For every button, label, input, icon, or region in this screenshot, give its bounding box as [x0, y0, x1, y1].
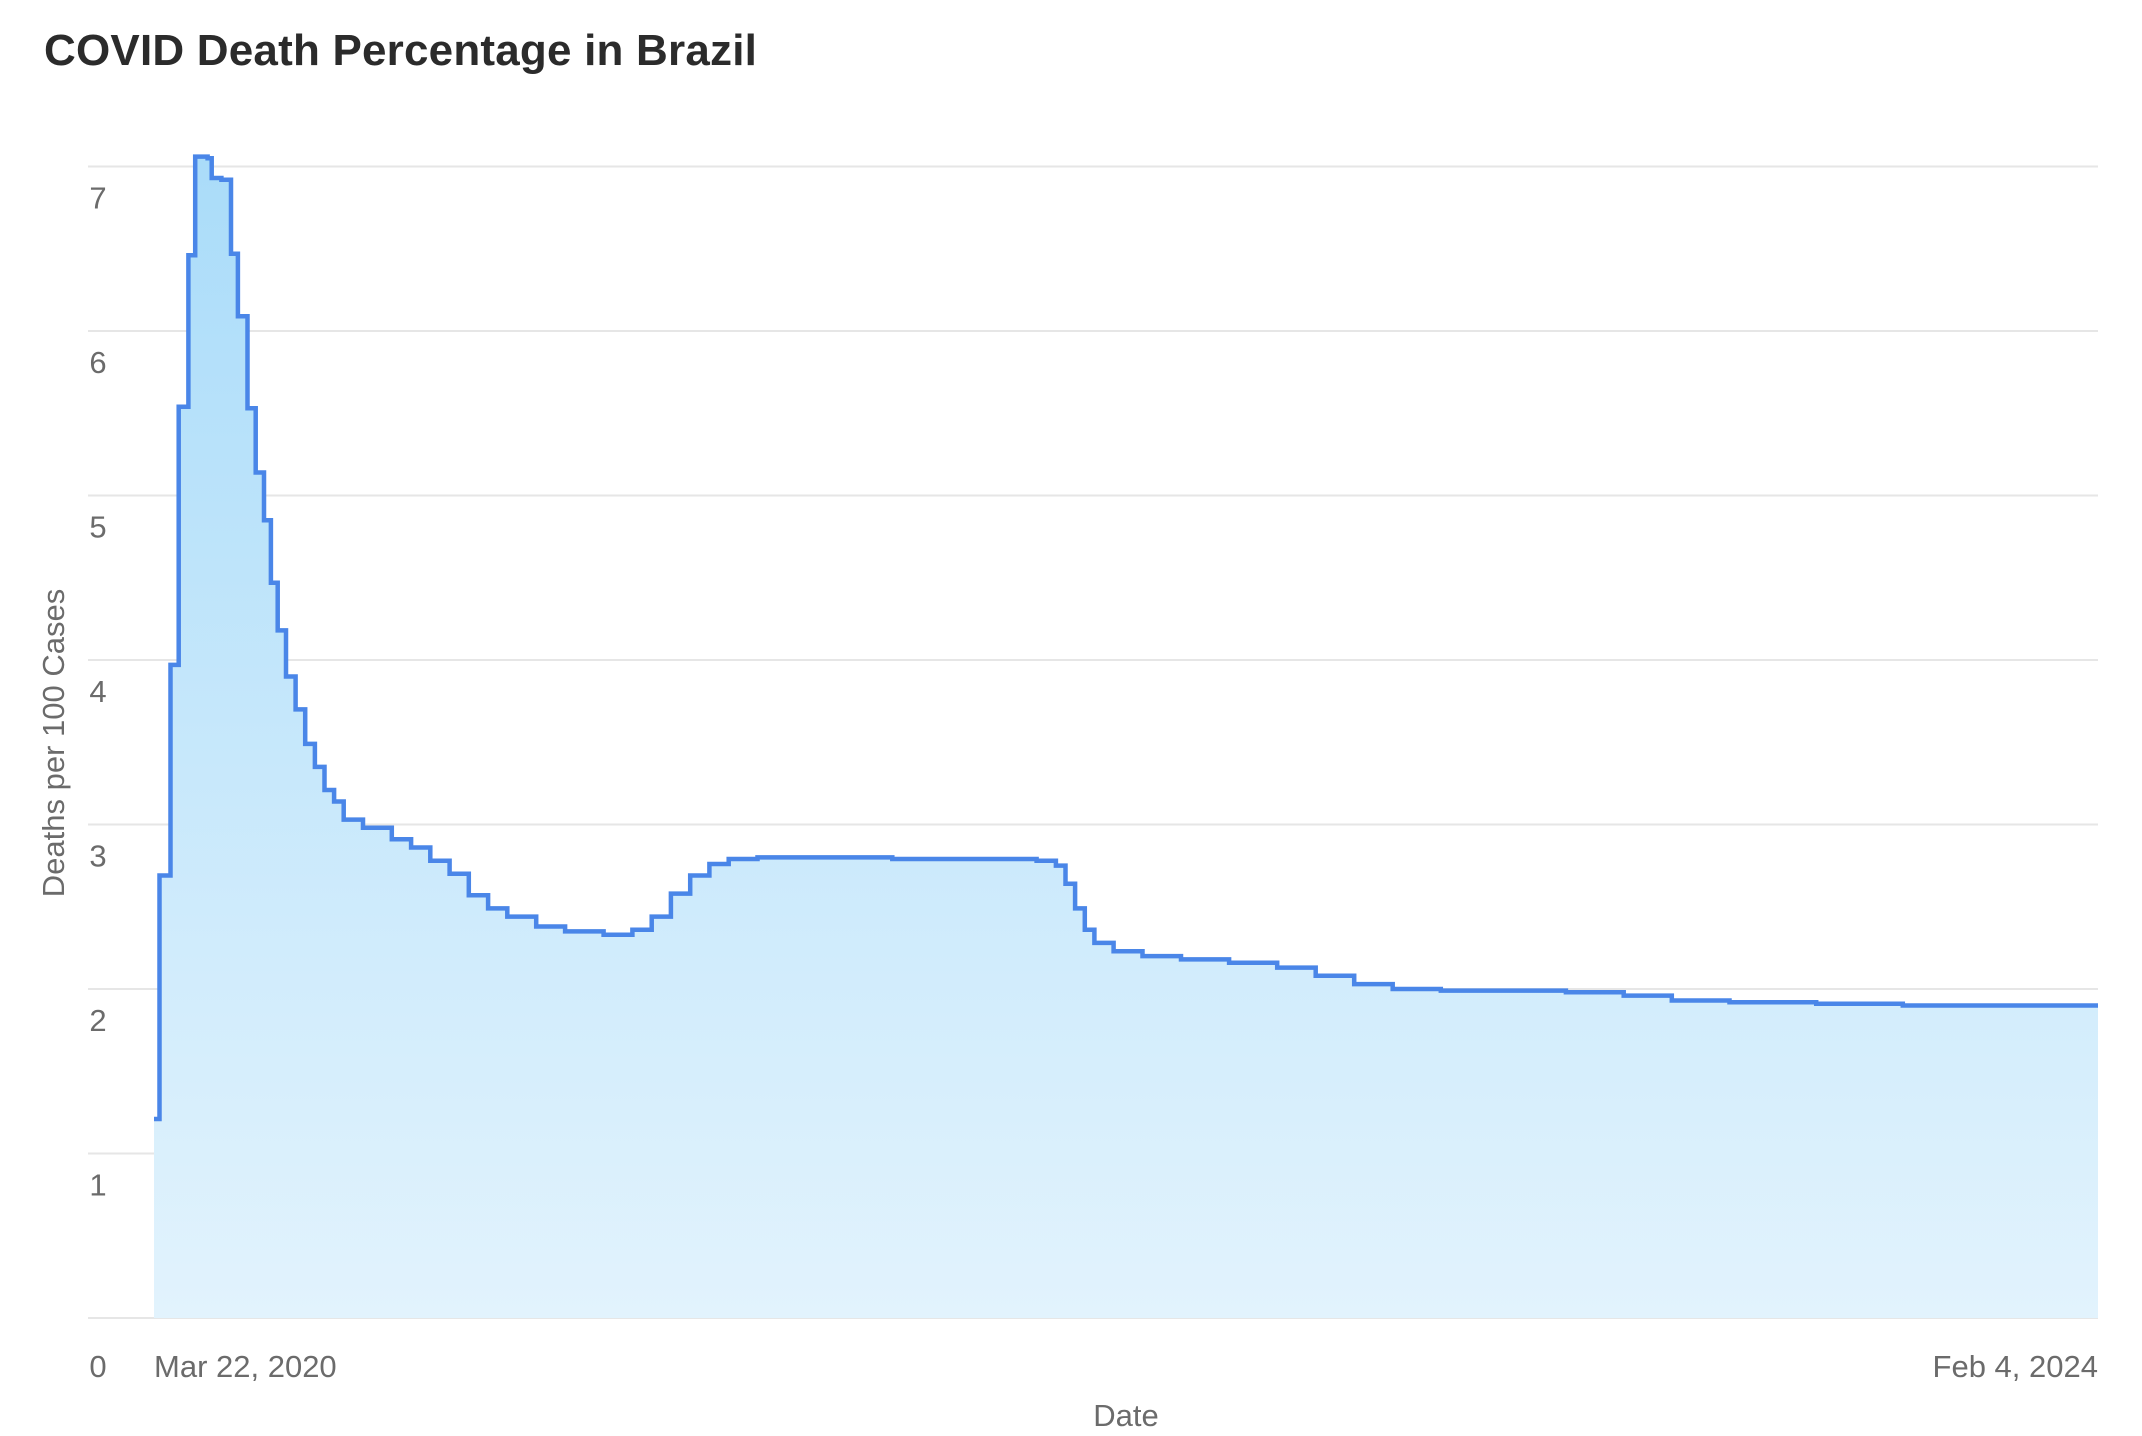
- y-axis-label: Deaths per 100 Cases: [36, 589, 71, 897]
- area-fill: [154, 156, 2098, 1319]
- y-tick-label: 4: [89, 674, 106, 709]
- series-line: [154, 154, 2098, 1122]
- x-tick-end: Feb 4, 2024: [1933, 1349, 2098, 1384]
- y-tick-label: 5: [89, 510, 106, 545]
- y-tick-label: 3: [89, 839, 106, 874]
- chart-title: COVID Death Percentage in Brazil: [44, 26, 758, 75]
- x-tick-start: Mar 22, 2020: [154, 1349, 337, 1384]
- x-axis-label: Date: [1093, 1398, 1158, 1433]
- y-axis-ticks: 0 1 2 3 4 5 6 7: [89, 181, 106, 1385]
- y-tick-label: 0: [89, 1349, 106, 1384]
- y-tick-label: 7: [89, 181, 106, 216]
- y-tick-label: 1: [89, 1168, 106, 1203]
- y-tick-label: 2: [89, 1003, 106, 1038]
- y-tick-label: 6: [89, 345, 106, 380]
